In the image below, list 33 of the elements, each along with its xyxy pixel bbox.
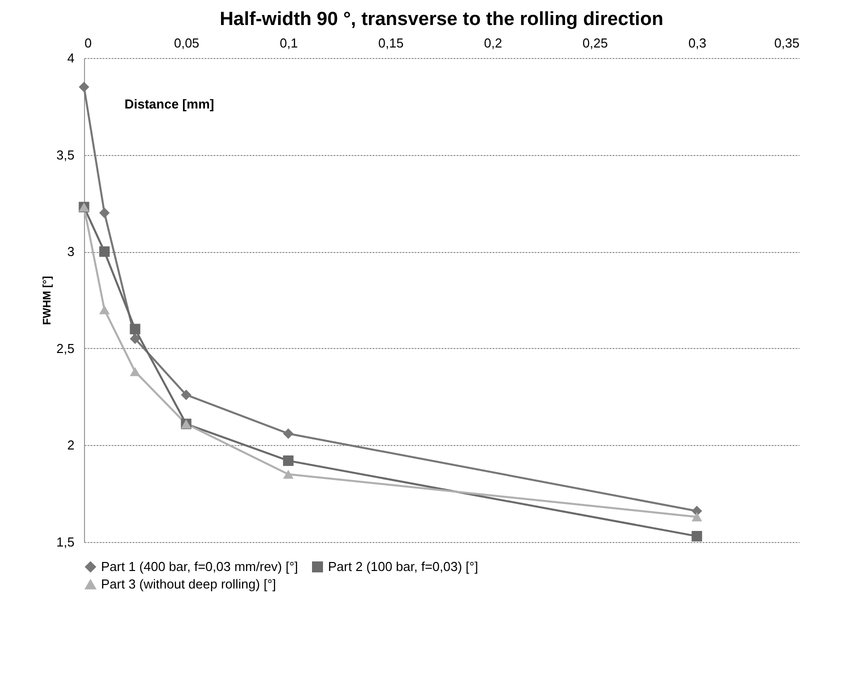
point <box>130 333 140 344</box>
y-tick-label: 3 <box>67 244 74 260</box>
x-tick-label: 0 <box>84 36 92 50</box>
x-tick-label: 0,35 <box>774 36 800 50</box>
y-tick-label: 2,5 <box>56 340 74 356</box>
chart-title: Half-width 90 °, transverse to the rolling direction <box>220 9 664 30</box>
y-tick-label: 4 <box>67 50 74 66</box>
point <box>180 390 192 400</box>
point <box>130 367 140 376</box>
point <box>99 305 110 314</box>
point <box>283 455 294 466</box>
legend-label: Part 1 (400 bar, f=0,03 mm/rev) [°] <box>101 558 298 574</box>
x-tick-label: 0,1 <box>280 36 298 50</box>
point <box>99 208 110 218</box>
point <box>283 428 294 439</box>
x-tick-label: 0,25 <box>582 36 608 50</box>
x-tick-label: 0,3 <box>688 36 706 50</box>
y-tick-label: 2 <box>67 438 74 453</box>
point <box>283 470 294 479</box>
y-axis-title: FWHM [°] <box>41 276 54 325</box>
legend-label: Part 3 (without deep rolling) [°] <box>101 576 276 592</box>
legend-label: Part 2 (100 bar, f=0,03) [°] <box>328 558 478 574</box>
x-axis-title: Distance [mm] <box>124 96 214 112</box>
point <box>692 530 702 542</box>
y-tick-label: 3,5 <box>56 147 74 162</box>
x-tick-label: 0,05 <box>174 36 200 50</box>
point <box>78 82 90 92</box>
x-tick-label: 0,15 <box>378 36 404 50</box>
point <box>692 512 702 522</box>
y-tick-label: 1,5 <box>56 534 74 550</box>
point <box>130 324 140 334</box>
x-tick-label: 0,2 <box>484 36 502 50</box>
point <box>99 246 110 257</box>
